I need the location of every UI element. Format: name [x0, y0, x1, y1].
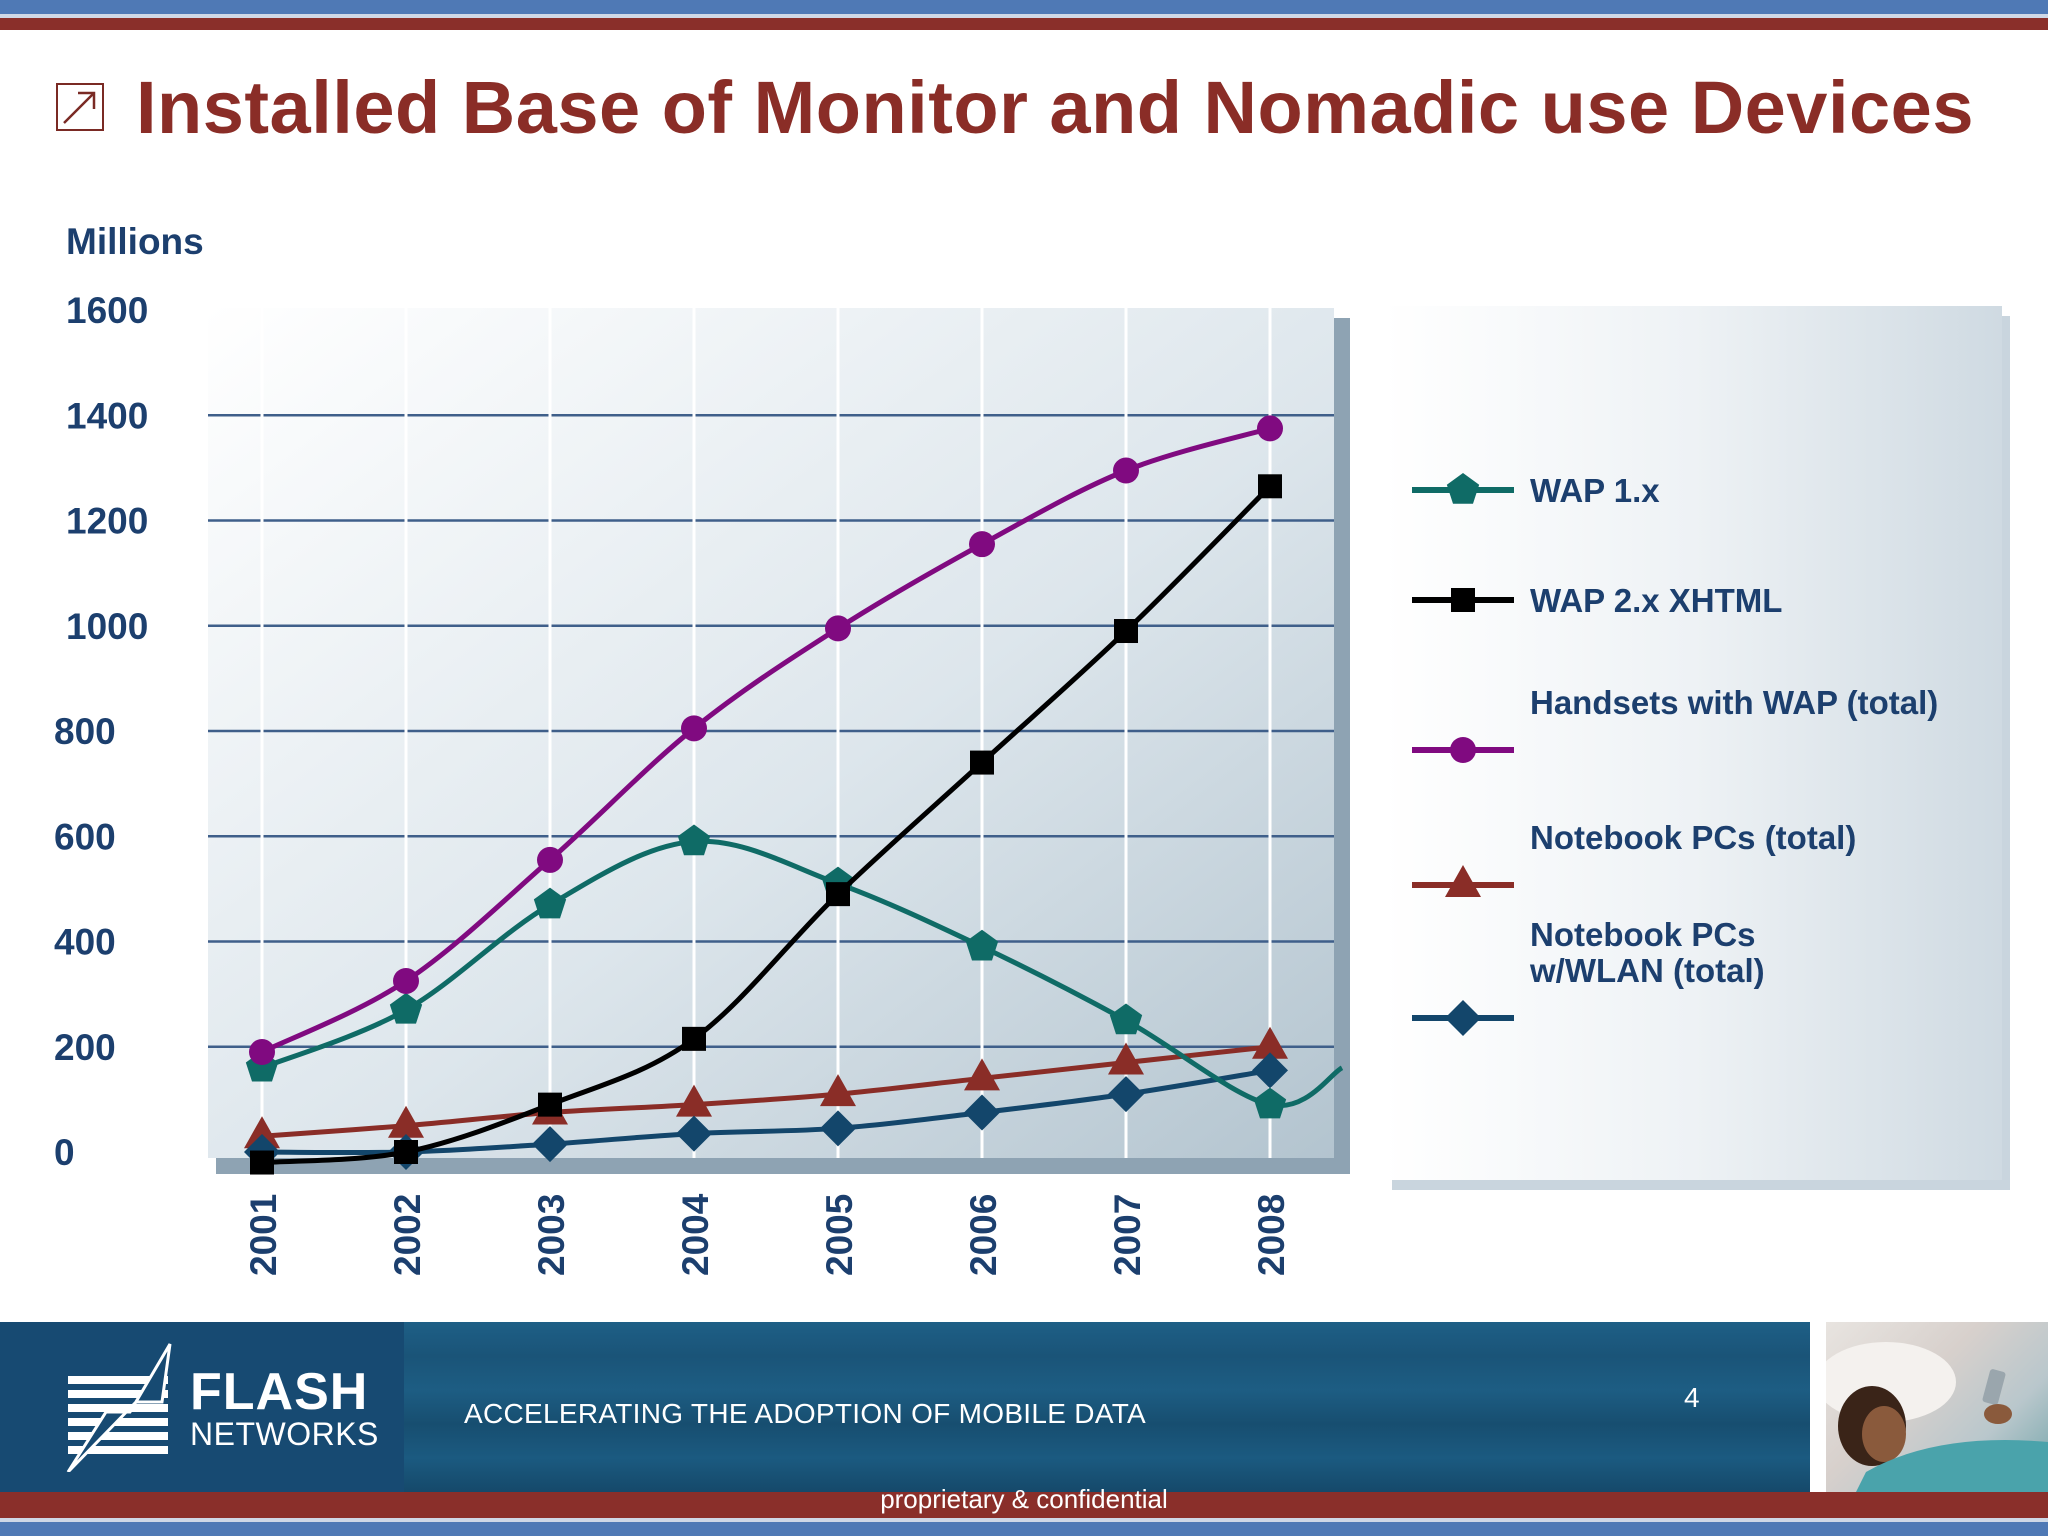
y-tick-label: 1000: [66, 606, 148, 647]
legend-marker: [1445, 1000, 1481, 1036]
y-tick-label: 200: [54, 1027, 116, 1068]
top-decorative-bar: [0, 0, 2048, 36]
data-point: [1258, 474, 1282, 499]
legend-item: Handsets with WAP (total): [1412, 684, 1938, 763]
legend-marker: [1445, 865, 1481, 897]
data-point: [676, 1115, 712, 1152]
data-point: [532, 1126, 568, 1163]
footer-tagline: ACCELERATING THE ADOPTION OF MOBILE DATA: [464, 1398, 1147, 1429]
data-point: [250, 1150, 274, 1175]
data-point: [1114, 619, 1138, 644]
legend-item: WAP 1.x: [1412, 472, 1660, 509]
flash-logo-icon: [66, 1343, 172, 1472]
data-point: [1252, 1052, 1288, 1089]
data-point: [677, 824, 711, 856]
data-point: [1109, 1003, 1143, 1035]
data-point: [249, 1039, 275, 1066]
data-point: [533, 887, 567, 919]
bottom-decorative-bar: [0, 1492, 2048, 1536]
data-point: [394, 1140, 418, 1164]
series-line: [260, 426, 1271, 1055]
data-point: [820, 1110, 856, 1147]
data-point: [826, 882, 850, 907]
legend-label: w/WLAN (total): [1529, 952, 1765, 989]
x-tick-label: 2007: [1107, 1194, 1148, 1276]
y-tick-label: 1600: [66, 290, 148, 331]
legend-item: Notebook PCs (total): [1412, 819, 1856, 897]
arrow-box-icon: [56, 83, 104, 131]
footer-band: FLASH NETWORKS ACCELERATING THE ADOPTION…: [0, 1322, 2048, 1492]
company-logo: FLASH NETWORKS: [0, 1322, 404, 1492]
data-point: [393, 967, 419, 994]
y-tick-label: 600: [54, 816, 116, 857]
series-2: [249, 415, 1283, 1066]
y-tick-label: 800: [54, 711, 116, 752]
data-point: [1108, 1076, 1144, 1113]
legend-panel: [1384, 306, 2002, 1180]
data-point: [1108, 1042, 1144, 1075]
page-number: 4: [1684, 1382, 1700, 1413]
legend-item: WAP 2.x XHTML: [1412, 582, 1782, 619]
data-point: [389, 992, 423, 1024]
legend-label: Notebook PCs (total): [1530, 819, 1856, 856]
legend-label: WAP 1.x: [1530, 472, 1660, 509]
data-point: [538, 1092, 562, 1117]
x-tick-label: 2005: [819, 1194, 860, 1276]
data-point: [969, 531, 995, 558]
y-tick-label: 1200: [66, 501, 148, 542]
series-1: [250, 474, 1282, 1175]
legend-marker: [1451, 588, 1475, 612]
x-tick-label: 2008: [1251, 1194, 1292, 1276]
legend-label: Handsets with WAP (total): [1530, 684, 1938, 721]
data-point: [1113, 457, 1139, 484]
data-point: [965, 929, 999, 961]
y-axis-label: Millions: [66, 221, 204, 262]
data-point: [1252, 1026, 1288, 1059]
x-tick-label: 2002: [387, 1194, 428, 1276]
data-point: [970, 750, 994, 775]
legend-label: Notebook PCs: [1530, 916, 1756, 953]
legend-marker: [1450, 737, 1476, 763]
y-tick-label: 0: [54, 1132, 75, 1173]
data-point: [681, 715, 707, 742]
x-tick-label: 2003: [531, 1194, 572, 1276]
legend-label: WAP 2.x XHTML: [1530, 582, 1782, 619]
series-line: [261, 1044, 1271, 1139]
slide-title: Installed Base of Monitor and Nomadic us…: [136, 65, 1974, 149]
data-point: [676, 1084, 712, 1117]
confidential-notice: proprietary & confidential: [880, 1484, 1168, 1514]
x-tick-label: 2004: [675, 1193, 716, 1276]
x-tick-label: 2006: [963, 1194, 1004, 1276]
data-point: [825, 615, 851, 642]
data-point: [1257, 415, 1283, 442]
legend-marker: [1446, 473, 1480, 504]
y-tick-label: 400: [54, 922, 116, 963]
logo-text-flash: FLASH: [190, 1363, 369, 1421]
logo-text-networks: NETWORKS: [190, 1416, 379, 1452]
data-point: [820, 1074, 856, 1107]
data-point: [1253, 1087, 1287, 1119]
line-chart: 0 200 400 600 800 1000 1200 1400 1600 2001 2002 20…: [54, 221, 2010, 1276]
data-point: [244, 1116, 280, 1149]
data-point: [964, 1094, 1000, 1131]
x-tick-label: 2001: [243, 1194, 284, 1276]
series-3: [244, 1026, 1288, 1149]
data-point: [388, 1105, 424, 1138]
data-point: [682, 1026, 706, 1051]
data-point: [964, 1058, 1000, 1091]
data-point: [537, 846, 563, 873]
plot-area: [208, 308, 1334, 1158]
slide-title-row: Installed Base of Monitor and Nomadic us…: [56, 62, 1974, 152]
woman-with-phone-photo: [1826, 1322, 2048, 1492]
y-tick-label: 1400: [66, 395, 148, 436]
